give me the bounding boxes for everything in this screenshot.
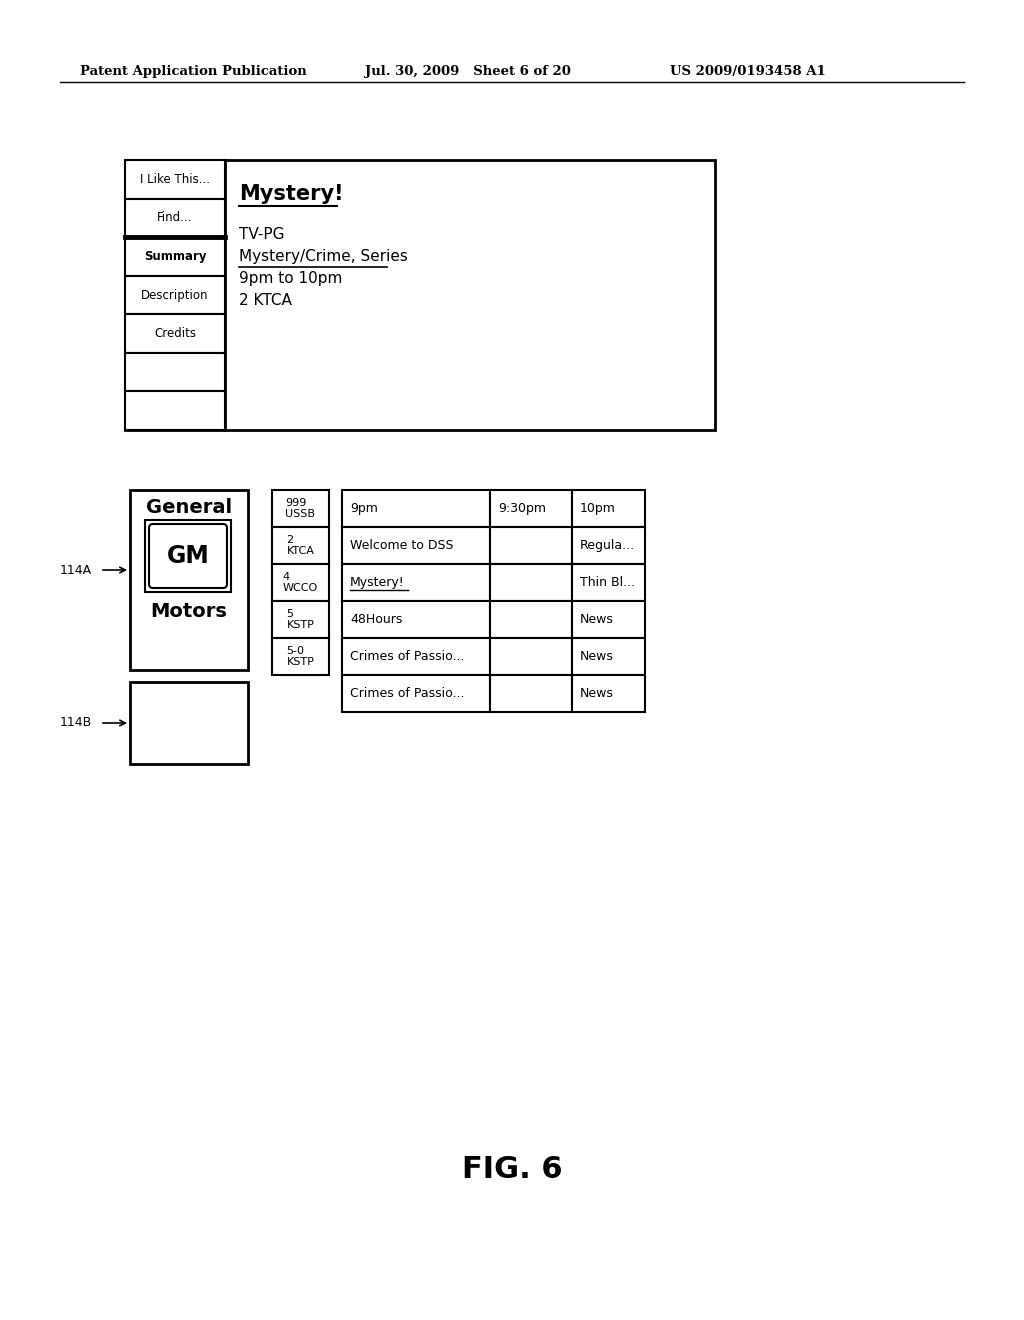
- Text: TV-PG: TV-PG: [239, 227, 285, 242]
- Text: 5-0
KSTP: 5-0 KSTP: [287, 645, 314, 668]
- Bar: [572, 675, 645, 711]
- Bar: [125, 314, 225, 352]
- Bar: [130, 682, 248, 764]
- Bar: [572, 638, 645, 675]
- Text: Regula...: Regula...: [580, 539, 635, 552]
- Text: Patent Application Publication: Patent Application Publication: [80, 65, 307, 78]
- Bar: [130, 490, 248, 671]
- Bar: [490, 527, 572, 564]
- Text: 114B: 114B: [60, 717, 92, 730]
- Bar: [490, 601, 572, 638]
- Text: Credits: Credits: [154, 327, 196, 341]
- Text: Mystery/Crime, Series: Mystery/Crime, Series: [239, 249, 408, 264]
- Bar: [342, 490, 490, 527]
- Text: 10pm: 10pm: [580, 502, 615, 515]
- Bar: [342, 675, 490, 711]
- Text: 5
KSTP: 5 KSTP: [287, 609, 314, 630]
- Text: Crimes of Passio...: Crimes of Passio...: [350, 649, 465, 663]
- Bar: [125, 238, 225, 276]
- Bar: [125, 160, 715, 430]
- Text: News: News: [580, 649, 613, 663]
- Text: Crimes of Passio...: Crimes of Passio...: [350, 686, 465, 700]
- Text: Mystery!: Mystery!: [239, 183, 343, 205]
- Bar: [125, 276, 225, 314]
- Bar: [490, 638, 572, 675]
- Text: FIG. 6: FIG. 6: [462, 1155, 562, 1184]
- Bar: [272, 601, 329, 638]
- Text: 48Hours: 48Hours: [350, 612, 402, 626]
- Text: 999
USSB: 999 USSB: [286, 498, 315, 519]
- Text: Motors: Motors: [151, 602, 227, 620]
- Bar: [572, 601, 645, 638]
- Text: 114A: 114A: [60, 564, 92, 577]
- FancyBboxPatch shape: [150, 524, 227, 587]
- Text: 9pm: 9pm: [350, 502, 378, 515]
- Bar: [125, 198, 225, 238]
- Bar: [125, 352, 225, 392]
- Text: Find...: Find...: [158, 211, 193, 224]
- Bar: [342, 601, 490, 638]
- Bar: [125, 160, 225, 198]
- Text: Thin Bl...: Thin Bl...: [580, 576, 635, 589]
- Bar: [342, 527, 490, 564]
- Text: 2 KTCA: 2 KTCA: [239, 293, 292, 308]
- Text: Summary: Summary: [143, 249, 206, 263]
- Text: Jul. 30, 2009   Sheet 6 of 20: Jul. 30, 2009 Sheet 6 of 20: [365, 65, 570, 78]
- Text: News: News: [580, 612, 613, 626]
- Text: Welcome to DSS: Welcome to DSS: [350, 539, 454, 552]
- Bar: [272, 638, 329, 675]
- Text: GM: GM: [167, 544, 209, 568]
- Text: Mystery!: Mystery!: [350, 576, 404, 589]
- Text: 9:30pm: 9:30pm: [498, 502, 546, 515]
- Bar: [125, 392, 225, 430]
- Bar: [272, 490, 329, 527]
- Text: 9pm to 10pm: 9pm to 10pm: [239, 271, 342, 286]
- Bar: [490, 490, 572, 527]
- Text: News: News: [580, 686, 613, 700]
- Text: Description: Description: [141, 289, 209, 301]
- Bar: [490, 675, 572, 711]
- Text: General: General: [146, 498, 232, 517]
- Text: US 2009/0193458 A1: US 2009/0193458 A1: [670, 65, 825, 78]
- Text: 2
KTCA: 2 KTCA: [287, 535, 314, 556]
- Bar: [272, 527, 329, 564]
- Bar: [572, 490, 645, 527]
- Bar: [342, 564, 490, 601]
- Bar: [272, 564, 329, 601]
- Bar: [572, 527, 645, 564]
- Bar: [342, 638, 490, 675]
- Text: I Like This...: I Like This...: [140, 173, 210, 186]
- Bar: [490, 564, 572, 601]
- Text: 4
WCCO: 4 WCCO: [283, 572, 318, 593]
- Bar: [145, 520, 231, 591]
- Bar: [572, 564, 645, 601]
